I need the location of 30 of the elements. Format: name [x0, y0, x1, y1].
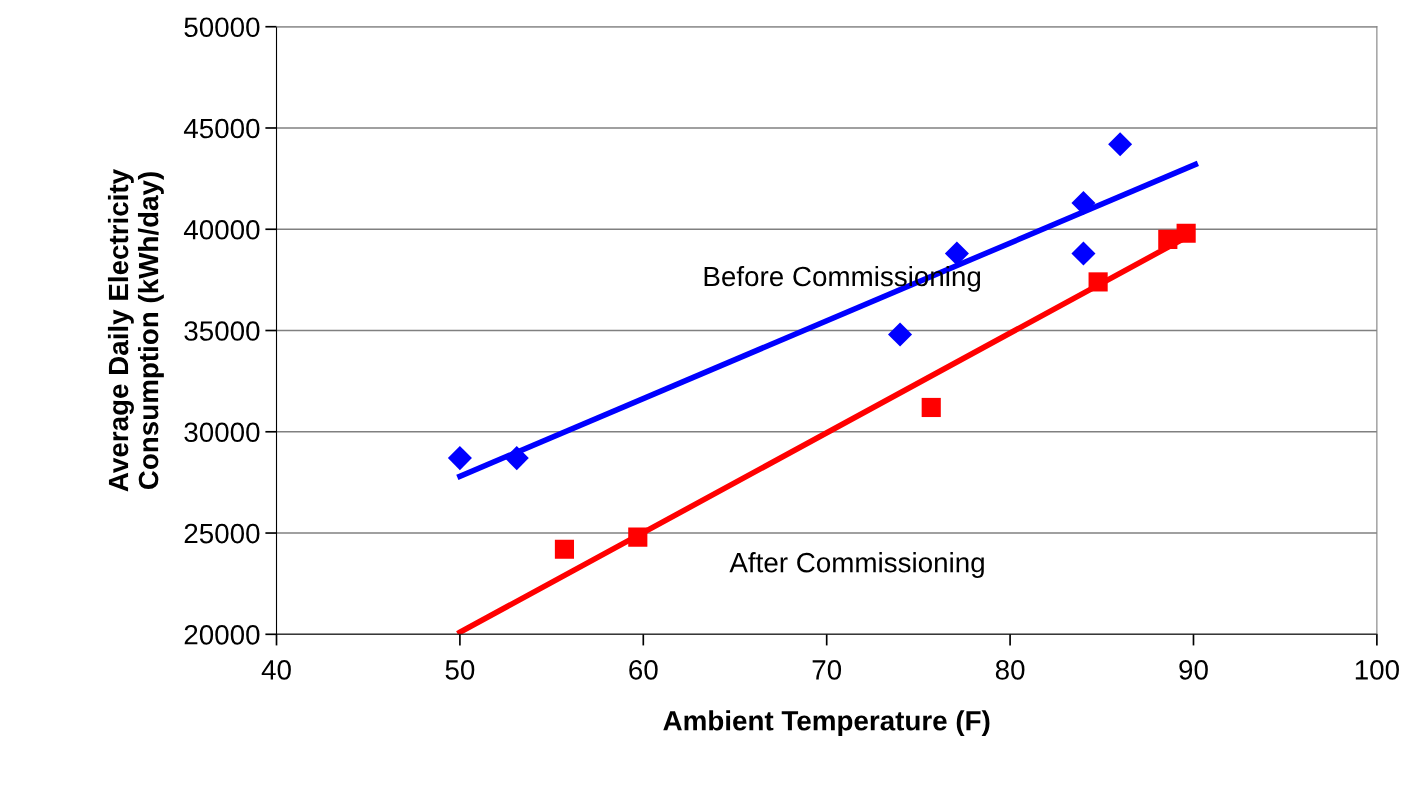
point [447, 446, 472, 471]
point [1071, 190, 1096, 215]
y-tick-label: 20000 [184, 624, 260, 645]
x-tick-label: 70 [812, 660, 842, 680]
y-tick-label: 35000 [184, 321, 260, 341]
y-tick-label: 50000 [184, 17, 260, 38]
point [1088, 272, 1108, 292]
point [1071, 241, 1096, 266]
x-tick-label: 50 [445, 660, 475, 680]
point [944, 241, 969, 266]
point [1158, 229, 1178, 249]
y-tick-label: 25000 [184, 523, 260, 544]
point [888, 322, 913, 347]
annotation: After Commissioning [729, 552, 984, 578]
y-tick-label: 30000 [184, 422, 260, 443]
x-tick-label: 60 [629, 660, 658, 680]
x-tick-label: 40 [261, 660, 291, 680]
x-axis-title: Ambient Temperature (F) [663, 710, 990, 737]
x-tick-label: 80 [995, 660, 1025, 680]
point [504, 446, 529, 471]
x-tick-label: 90 [1179, 660, 1208, 680]
point [628, 527, 648, 547]
y-tick-label: 45000 [183, 118, 260, 139]
y-tick-label: 40000 [183, 219, 260, 240]
point [1108, 132, 1133, 157]
point [1176, 223, 1196, 243]
point [921, 397, 941, 418]
x-tick-label: 100 [1355, 660, 1399, 680]
y-axis-title: Average Daily Electricity Consumption (kWh/day) [107, 169, 164, 492]
point [554, 539, 575, 559]
